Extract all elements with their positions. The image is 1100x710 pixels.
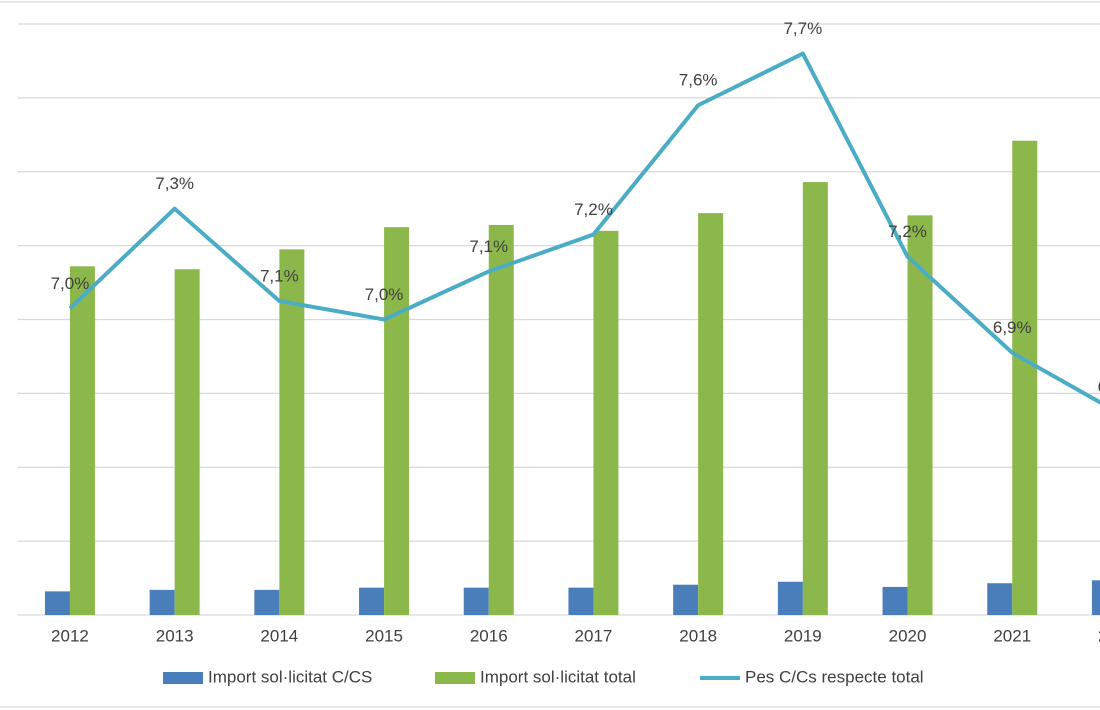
bar bbox=[463, 587, 489, 615]
legend-swatch bbox=[435, 672, 475, 684]
bar bbox=[384, 227, 410, 615]
data-label: 7,0% bbox=[365, 285, 404, 304]
bar bbox=[149, 589, 175, 615]
x-tick-label: 2020 bbox=[889, 626, 927, 645]
bar bbox=[987, 583, 1013, 615]
bar bbox=[698, 213, 724, 615]
bar bbox=[488, 224, 514, 615]
data-label: 7,7% bbox=[783, 19, 822, 38]
legend-swatch bbox=[163, 672, 203, 684]
data-label: 6,9% bbox=[993, 318, 1032, 337]
x-tick-label: 2022 bbox=[1098, 626, 1100, 645]
data-label: 7,6% bbox=[679, 71, 718, 90]
x-tick-label: 2015 bbox=[365, 626, 403, 645]
bar bbox=[568, 587, 594, 615]
data-label: 7,0% bbox=[51, 274, 90, 293]
x-tick-label: 2014 bbox=[260, 626, 298, 645]
bar bbox=[44, 591, 70, 615]
bar bbox=[279, 249, 305, 615]
data-label: 7,1% bbox=[469, 237, 508, 256]
data-label: 7,2% bbox=[574, 200, 613, 219]
bar bbox=[777, 581, 803, 615]
legend-label: Pes C/Cs respecte total bbox=[745, 667, 924, 686]
bar bbox=[174, 269, 200, 615]
data-label: 7,3% bbox=[155, 174, 194, 193]
x-tick-label: 2018 bbox=[679, 626, 717, 645]
bar bbox=[802, 182, 828, 615]
x-tick-label: 2017 bbox=[575, 626, 613, 645]
bar bbox=[254, 589, 280, 615]
legend-label: Import sol·licitat total bbox=[480, 667, 636, 686]
bar bbox=[1012, 140, 1038, 615]
x-tick-label: 2019 bbox=[784, 626, 822, 645]
bar bbox=[907, 215, 933, 615]
x-tick-label: 2013 bbox=[156, 626, 194, 645]
bar bbox=[882, 586, 908, 615]
bar bbox=[69, 266, 95, 615]
x-tick-label: 2016 bbox=[470, 626, 508, 645]
line bbox=[68, 51, 1100, 405]
bar bbox=[1091, 580, 1100, 615]
x-tick-label: 2012 bbox=[51, 626, 89, 645]
data-label: 6,8% bbox=[1098, 377, 1100, 396]
bar bbox=[673, 584, 699, 615]
data-label: 7,2% bbox=[888, 222, 927, 241]
legend-label: Import sol·licitat C/CS bbox=[208, 667, 372, 686]
data-label: 7,1% bbox=[260, 267, 299, 286]
x-tick-label: 2021 bbox=[993, 626, 1031, 645]
bar bbox=[359, 587, 385, 615]
bar bbox=[593, 230, 619, 615]
